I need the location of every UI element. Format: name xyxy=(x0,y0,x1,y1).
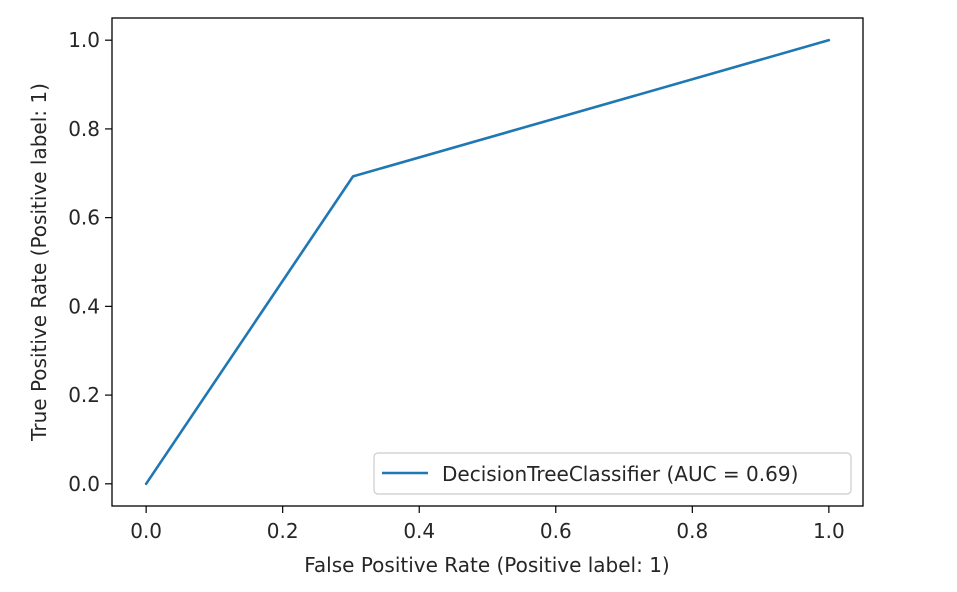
y-tick-label: 0.6 xyxy=(68,206,100,230)
x-axis-ticks: 0.0 0.2 0.4 0.6 0.8 1.0 xyxy=(130,506,845,543)
y-tick-label: 0.0 xyxy=(68,472,100,496)
x-tick-label: 0.8 xyxy=(676,519,708,543)
y-tick-label: 1.0 xyxy=(68,28,100,52)
x-tick-label: 0.6 xyxy=(540,519,572,543)
x-tick-label: 0.2 xyxy=(267,519,299,543)
y-axis-label: True Positive Rate (Positive label: 1) xyxy=(27,83,51,442)
y-tick-label: 0.4 xyxy=(68,294,100,318)
y-tick-label: 0.2 xyxy=(68,383,100,407)
legend-entry-label: DecisionTreeClassifier (AUC = 0.69) xyxy=(442,462,798,486)
legend-box xyxy=(373,452,852,495)
x-tick-label: 0.0 xyxy=(130,519,162,543)
y-axis-ticks: 0.0 0.2 0.4 0.6 0.8 1.0 xyxy=(68,28,112,496)
x-tick-label: 0.4 xyxy=(403,519,435,543)
series-layer xyxy=(144,38,831,486)
x-tick-label: 1.0 xyxy=(813,519,845,543)
x-axis-label: False Positive Rate (Positive label: 1) xyxy=(304,553,670,577)
plot-area xyxy=(112,18,863,506)
roc-curve-line xyxy=(144,38,831,486)
legend: DecisionTreeClassifier (AUC = 0.69) xyxy=(373,452,852,495)
y-tick-label: 0.8 xyxy=(68,117,100,141)
plot-frame xyxy=(111,17,864,507)
